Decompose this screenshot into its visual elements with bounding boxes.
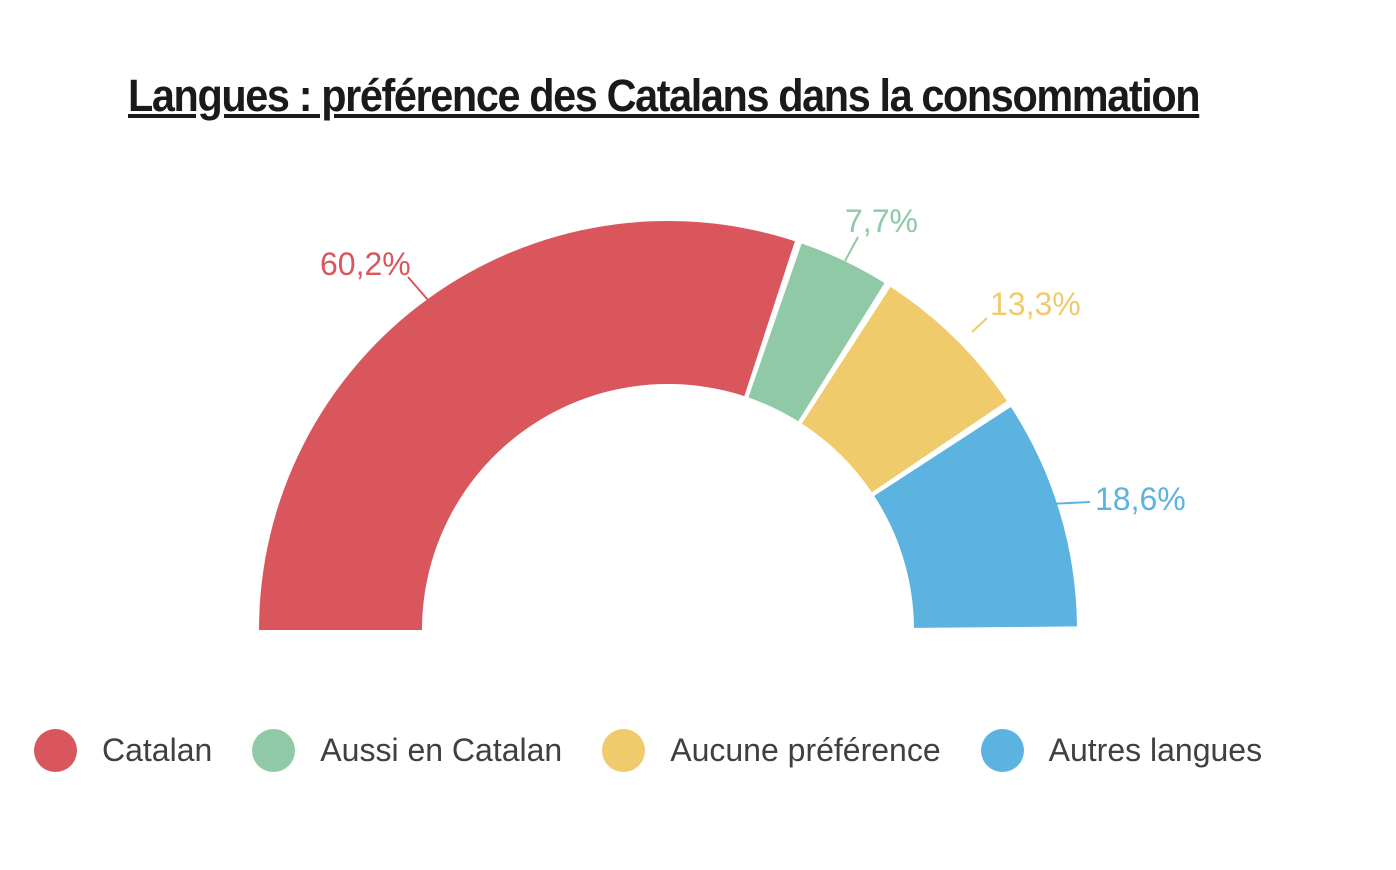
svg-text:18,6%: 18,6%: [1095, 481, 1186, 517]
svg-text:60,2%: 60,2%: [320, 246, 411, 282]
svg-text:7,7%: 7,7%: [845, 203, 918, 239]
svg-text:13,3%: 13,3%: [990, 286, 1081, 322]
